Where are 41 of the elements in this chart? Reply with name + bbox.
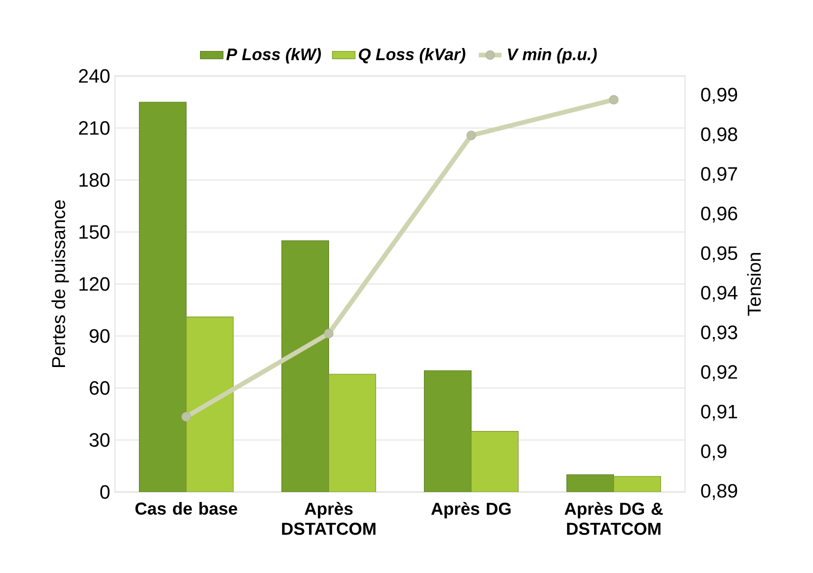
bar [186,316,234,492]
bar [613,476,662,492]
point [608,94,619,105]
y-tick-label: 120 [80,277,110,291]
y-tick-label: 240 [79,69,110,83]
bar [328,374,376,492]
y2-tick-label: 0,99 [701,88,738,104]
x-tick-label: Après DG & DSTATCOM [564,502,663,535]
y-tick-label: 210 [79,121,110,135]
y2-tick-label: 0,95 [701,246,738,262]
y-tick-label: 90 [90,329,110,343]
legend-label: V min (p.u.) [508,48,597,64]
bar [470,431,519,492]
point [466,130,476,140]
legend-label: P Loss (kW) [226,48,321,64]
point [324,328,334,338]
y2-tick-label: 0,92 [701,365,738,382]
y2-tick-label: 0,96 [701,206,738,223]
y-tick-label: 60 [90,381,110,395]
x-tick-label: Après DSTATCOM [282,502,376,535]
y2-tick-label: 0,98 [701,127,738,144]
point [181,412,192,422]
x-tick-label: Après DG [431,502,511,518]
y2-tick-label: 0,89 [701,484,738,500]
y-axis-title: Pertes de puissance [51,200,69,368]
x-tick-label: Cas de base [135,502,238,515]
y-tick-label: 0 [100,485,110,499]
y2-tick-label: 0,91 [701,404,738,421]
y-tick-label: 180 [80,173,110,187]
y2-axis-title: Tension [747,253,761,316]
bar [281,240,330,492]
bar [138,102,187,492]
y-tick-label: 150 [80,225,110,239]
legend-label: Q Loss (kVar) [358,48,466,64]
bar [424,370,472,492]
y2-tick-label: 0,97 [701,167,738,184]
bar [566,474,614,492]
y2-tick-label: 0,94 [701,286,738,302]
y2-tick-label: 0,93 [701,326,738,342]
y2-tick-label: 0,9 [701,444,726,460]
y-tick-label: 30 [90,433,110,447]
